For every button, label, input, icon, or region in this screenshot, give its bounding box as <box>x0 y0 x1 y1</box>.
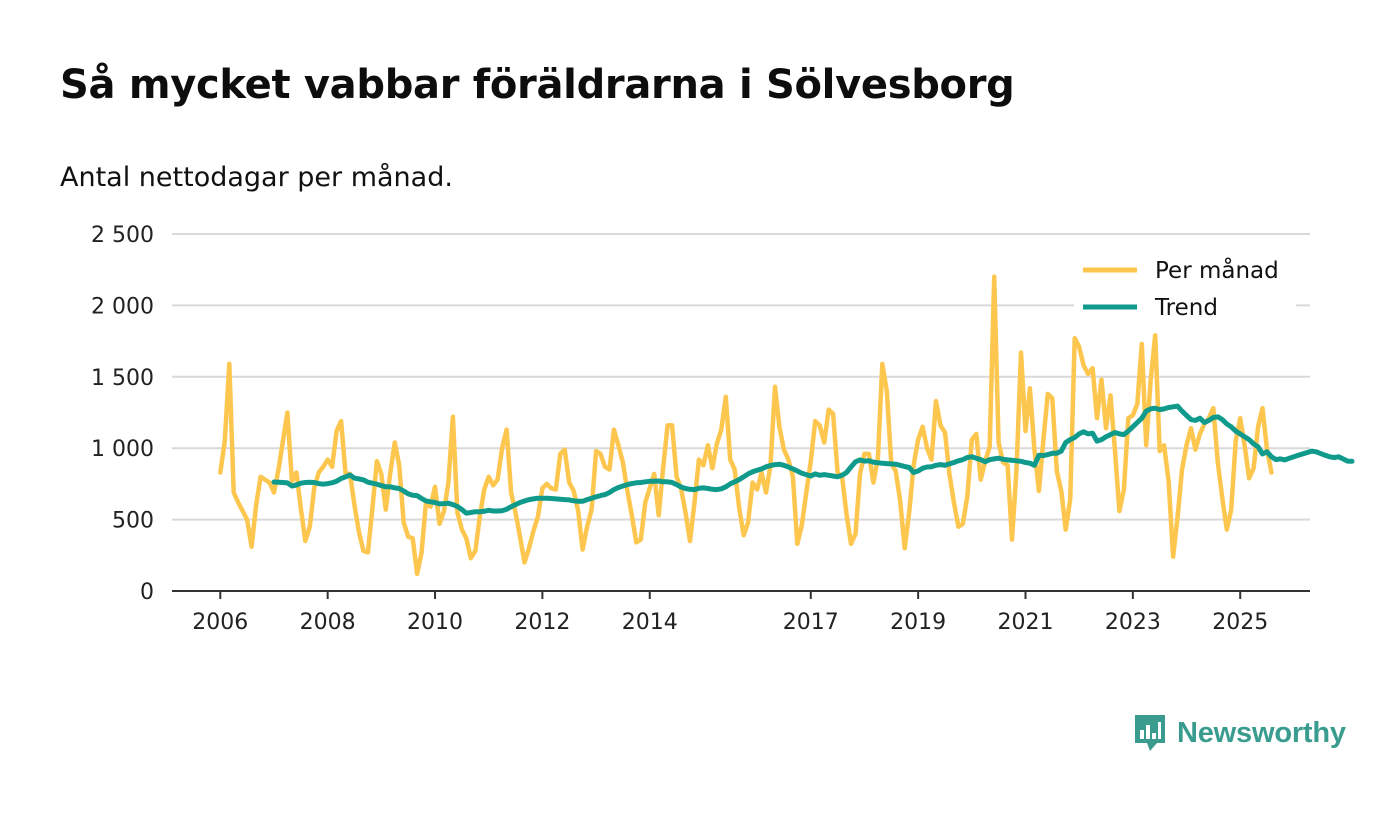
brand-name: Newsworthy <box>1177 716 1346 749</box>
y-tick-label: 500 <box>112 509 154 534</box>
x-tick-label: 2010 <box>407 610 463 635</box>
chart-title: Så mycket vabbar föräldrarna i Sölvesbor… <box>60 62 1015 108</box>
legend-label-trend: Trend <box>1154 295 1218 321</box>
x-tick-label: 2019 <box>890 610 946 635</box>
x-tick-label: 2017 <box>783 610 839 635</box>
newsworthy-logo: Newsworthy <box>1133 713 1346 753</box>
axes: 0 500 1 000 1 500 2 000 2 500 2006 2008 2010 2012… <box>91 223 1310 635</box>
y-tick-label: 1 500 <box>91 366 154 391</box>
series <box>218 274 1355 577</box>
legend: Per månad Trend <box>1074 252 1296 328</box>
y-tick-label: 2 000 <box>91 294 154 319</box>
y-tick-label: 0 <box>140 580 154 605</box>
x-tick-label: 2008 <box>300 610 356 635</box>
newsworthy-logo-icon <box>1135 715 1165 751</box>
x-tick-label: 2025 <box>1212 610 1268 635</box>
y-tick-label: 2 500 <box>91 223 154 248</box>
series-line-per-manad <box>218 274 1274 577</box>
x-tick-label: 2012 <box>514 610 570 635</box>
x-tick-label: 2006 <box>192 610 248 635</box>
legend-label-per-manad: Per månad <box>1155 256 1279 284</box>
x-tick-label: 2014 <box>622 610 678 635</box>
x-tick-label: 2023 <box>1105 610 1161 635</box>
x-tick-label: 2021 <box>998 610 1054 635</box>
y-tick-label: 1 000 <box>91 437 154 462</box>
series-line-trend <box>271 403 1355 516</box>
legend-background <box>1074 252 1296 328</box>
chart-subtitle: Antal nettodagar per månad. <box>60 162 453 193</box>
